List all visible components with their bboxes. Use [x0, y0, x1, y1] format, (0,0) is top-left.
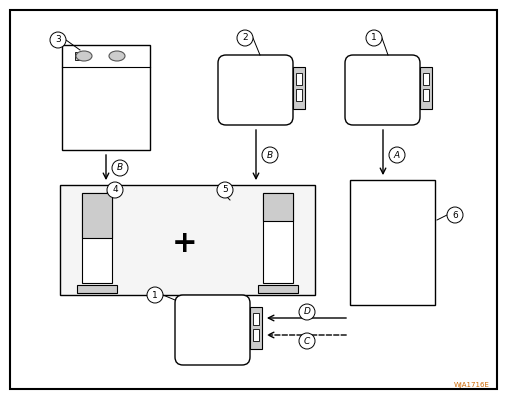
Text: A: A: [394, 150, 400, 160]
Text: 5: 5: [222, 186, 228, 194]
Text: 1: 1: [371, 34, 377, 43]
Bar: [250, 307, 262, 349]
Bar: [423, 73, 429, 85]
Circle shape: [389, 147, 405, 163]
Bar: [253, 329, 259, 341]
FancyBboxPatch shape: [345, 55, 420, 125]
Bar: [263, 193, 293, 283]
Circle shape: [50, 32, 66, 48]
Text: 2: 2: [242, 34, 248, 43]
Bar: [293, 67, 305, 109]
Bar: [75, 52, 79, 60]
Text: 6: 6: [452, 211, 458, 219]
Circle shape: [107, 182, 123, 198]
Bar: [423, 89, 429, 101]
Bar: [62, 45, 150, 150]
Circle shape: [112, 160, 128, 176]
Circle shape: [447, 207, 463, 223]
Bar: [420, 67, 432, 109]
Circle shape: [147, 287, 163, 303]
Bar: [296, 73, 302, 85]
Text: 3: 3: [55, 36, 61, 45]
Text: +: +: [172, 229, 198, 257]
Circle shape: [262, 147, 278, 163]
Ellipse shape: [76, 51, 92, 61]
Bar: [253, 313, 259, 325]
Bar: [77, 285, 117, 293]
Text: 4: 4: [112, 186, 118, 194]
Circle shape: [366, 30, 382, 46]
Bar: [82, 193, 112, 238]
Bar: [258, 285, 298, 293]
Bar: [296, 89, 302, 101]
Text: WJA1716E: WJA1716E: [454, 382, 490, 388]
FancyBboxPatch shape: [218, 55, 293, 125]
Circle shape: [217, 182, 233, 198]
Text: 1: 1: [152, 290, 158, 300]
Bar: [263, 193, 293, 221]
Text: B: B: [117, 164, 123, 172]
Text: B: B: [267, 150, 273, 160]
Bar: [350, 180, 435, 305]
Circle shape: [299, 333, 315, 349]
Bar: [60, 185, 315, 295]
FancyBboxPatch shape: [175, 295, 250, 365]
Ellipse shape: [109, 51, 125, 61]
Bar: [82, 193, 112, 283]
Circle shape: [299, 304, 315, 320]
Circle shape: [237, 30, 253, 46]
Text: C: C: [304, 336, 310, 346]
Text: D: D: [304, 308, 310, 316]
Bar: [263, 193, 293, 221]
Bar: [82, 193, 112, 238]
